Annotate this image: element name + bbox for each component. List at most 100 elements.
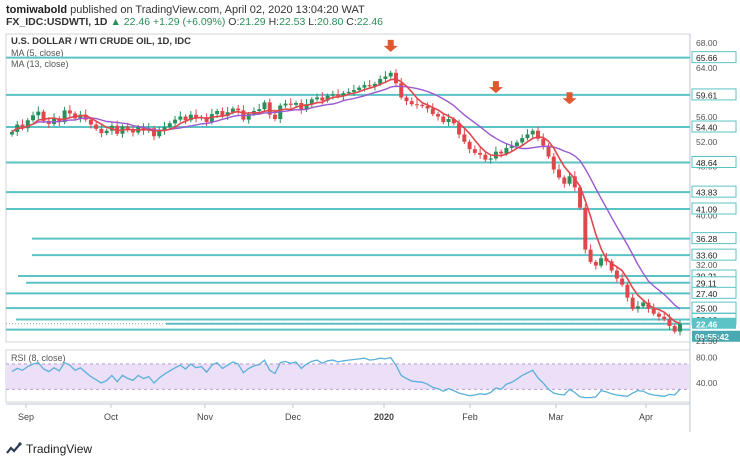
price-label-box xyxy=(691,88,737,101)
price-label: 43.83 xyxy=(696,188,718,198)
price-tick-label: 52.00 xyxy=(696,137,718,147)
candle-body xyxy=(220,111,225,116)
price-label-box xyxy=(691,120,737,133)
candle-body xyxy=(546,145,551,157)
price-label: 29.11 xyxy=(696,278,717,288)
chart-header: tomiwabold published on TradingView.com,… xyxy=(0,0,740,28)
candle-body xyxy=(651,308,656,314)
candle-body xyxy=(378,78,383,84)
time-tick-label: Sep xyxy=(18,412,34,422)
up-triangle-icon: ▲ xyxy=(110,16,121,28)
price-pane xyxy=(5,33,691,343)
candle-body xyxy=(351,90,356,92)
high-value: 22.53 xyxy=(279,16,306,28)
price-label: 36.28 xyxy=(696,234,718,244)
candle-body xyxy=(188,114,193,121)
candle-body xyxy=(204,117,209,123)
candle-body xyxy=(20,124,25,129)
candle-body xyxy=(104,130,109,134)
candle-body xyxy=(57,118,62,123)
candle-body xyxy=(304,104,309,110)
candle-body xyxy=(478,152,483,155)
candle-body xyxy=(472,149,477,153)
candle-body xyxy=(541,138,546,146)
candle-body xyxy=(525,134,530,139)
candle-body xyxy=(230,108,235,113)
time-label: 09:55:42 xyxy=(695,332,729,342)
time-label-box xyxy=(692,330,740,342)
candle-body xyxy=(467,141,472,150)
candle-body xyxy=(125,126,130,131)
candle-body xyxy=(567,176,572,184)
candle-body xyxy=(430,108,435,115)
candle-body xyxy=(514,142,519,147)
candle-body xyxy=(320,97,325,101)
candle-body xyxy=(446,119,451,123)
open-label: O: xyxy=(228,16,240,28)
tradingview-logo[interactable]: TradingView xyxy=(6,442,92,456)
high-label: H: xyxy=(268,16,280,28)
candle-body xyxy=(83,114,88,120)
candle-body xyxy=(346,91,351,94)
candle-body xyxy=(499,151,504,154)
candle-body xyxy=(409,101,414,105)
rsi-legend: RSI (8, close) xyxy=(11,353,66,363)
candle-body xyxy=(99,128,104,134)
price-label: 27.40 xyxy=(696,289,718,299)
candle-body xyxy=(583,207,588,250)
candle-body xyxy=(572,176,577,188)
candle-body xyxy=(262,102,267,110)
candle-body xyxy=(557,169,562,178)
candle-body xyxy=(436,114,441,117)
candle-body xyxy=(194,114,199,119)
price-label: 59.61 xyxy=(696,90,718,100)
ma13-line xyxy=(11,85,681,310)
candle-body xyxy=(488,158,493,160)
symbol-name: FX_IDC:USDWTI, 1D xyxy=(6,16,108,28)
candle-body xyxy=(593,261,598,266)
candle-body xyxy=(415,104,420,106)
symbol-info: FX_IDC:USDWTI, 1D ▲ 22.46 +1.29 (+6.09%)… xyxy=(6,16,383,28)
candle-body xyxy=(404,97,409,102)
candle-body xyxy=(457,123,462,135)
ma5-line xyxy=(11,78,681,325)
candle-body xyxy=(509,146,514,148)
candle-body xyxy=(620,278,625,285)
time-tick-label: Feb xyxy=(462,412,478,422)
author-name[interactable]: tomiwabold xyxy=(6,4,68,16)
low-label: L: xyxy=(308,16,318,28)
down-arrow-icon xyxy=(488,81,503,94)
candle-body xyxy=(173,119,178,124)
candle-body xyxy=(130,130,135,133)
price-label-box xyxy=(691,232,737,245)
candle-body xyxy=(441,116,446,123)
candle-body xyxy=(520,138,525,143)
price-label-box xyxy=(691,155,737,168)
price-label-box xyxy=(691,202,737,215)
candle-body xyxy=(246,114,251,120)
candle-body xyxy=(614,270,619,279)
candle-body xyxy=(672,325,677,332)
candle-body xyxy=(41,111,46,121)
rsi-tick-label: 80.00 xyxy=(696,353,718,363)
candle-body xyxy=(662,316,667,320)
candle-body xyxy=(315,97,320,100)
price-tick-label: 40.00 xyxy=(696,211,718,221)
candle-body xyxy=(215,111,220,115)
time-tick-label: Dec xyxy=(285,412,302,422)
publish-info: tomiwabold published on TradingView.com,… xyxy=(6,4,365,16)
candle-body xyxy=(272,114,277,120)
candle-body xyxy=(157,130,162,137)
candle-body xyxy=(94,124,99,129)
price-tick-label: 32.00 xyxy=(696,260,718,270)
candle-body xyxy=(236,108,241,111)
legend-ma5: MA (5, close) xyxy=(11,48,64,58)
tradingview-logo-icon xyxy=(6,442,22,454)
candle-body xyxy=(425,106,430,109)
candle-body xyxy=(625,284,630,298)
candle-body xyxy=(288,103,293,105)
candle-body xyxy=(383,76,388,79)
candle-body xyxy=(330,94,335,96)
candle-body xyxy=(551,156,556,170)
